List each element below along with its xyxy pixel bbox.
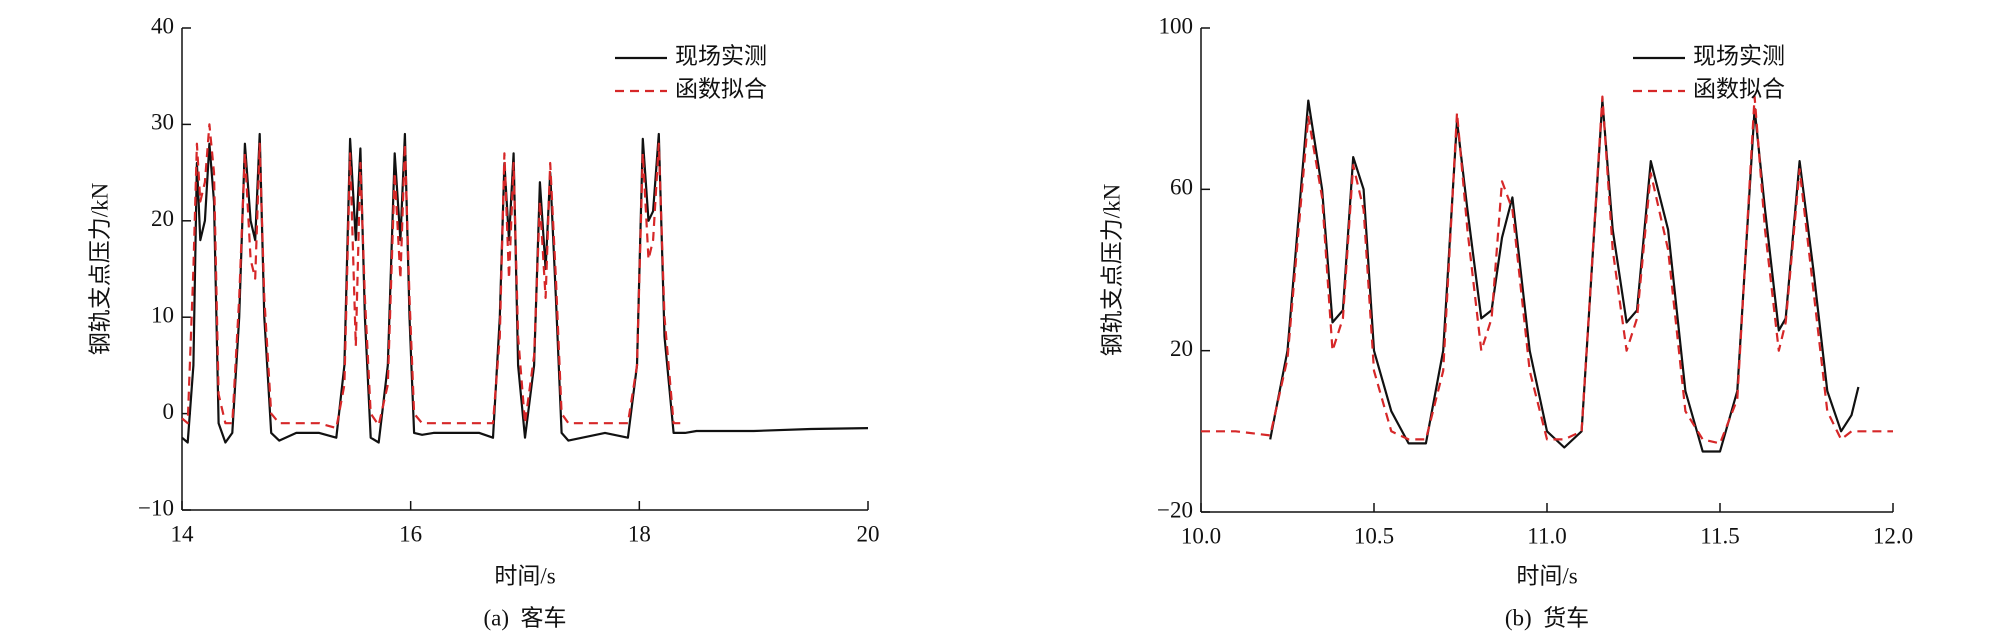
y-tick-label: 20 — [1170, 336, 1193, 361]
legend-label: 函数拟合 — [675, 76, 767, 101]
y-tick-label: 0 — [163, 399, 175, 424]
x-tick-label: 10.5 — [1354, 523, 1394, 548]
x-axis-label: 时间/s — [494, 563, 555, 588]
data-line — [1269, 99, 1860, 453]
x-tick-label: 11.0 — [1527, 523, 1566, 548]
y-tick-label: 60 — [1170, 175, 1193, 200]
data-line — [181, 123, 686, 430]
data-line — [181, 132, 869, 444]
data-line — [1201, 95, 1893, 445]
x-tick-label: 14 — [171, 521, 195, 546]
caption: (b) 货车 — [1505, 605, 1589, 630]
legend-label: 函数拟合 — [1693, 76, 1785, 101]
y-tick-label: 10 — [151, 302, 174, 327]
legend-label: 现场实测 — [1693, 43, 1785, 68]
y-tick-label: −10 — [138, 495, 174, 520]
x-axis-label: 时间/s — [1516, 563, 1577, 588]
y-tick-label: 20 — [151, 206, 174, 231]
caption: (a) 客车 — [483, 605, 566, 630]
x-tick-label: 16 — [399, 521, 422, 546]
y-axis-label: 钢轨支点压力/kN — [1099, 183, 1124, 356]
x-tick-label: 10.0 — [1181, 523, 1221, 548]
x-tick-label: 18 — [628, 521, 651, 546]
y-tick-label: −20 — [1157, 497, 1193, 522]
y-tick-label: 40 — [151, 13, 174, 38]
y-axis-label: 钢轨支点压力/kN — [87, 182, 112, 355]
x-tick-label: 12.0 — [1873, 523, 1913, 548]
y-tick-label: 100 — [1159, 13, 1194, 38]
legend-label: 现场实测 — [675, 43, 767, 68]
y-tick-label: 30 — [151, 110, 174, 135]
x-tick-label: 20 — [857, 521, 880, 546]
x-tick-label: 11.5 — [1700, 523, 1739, 548]
